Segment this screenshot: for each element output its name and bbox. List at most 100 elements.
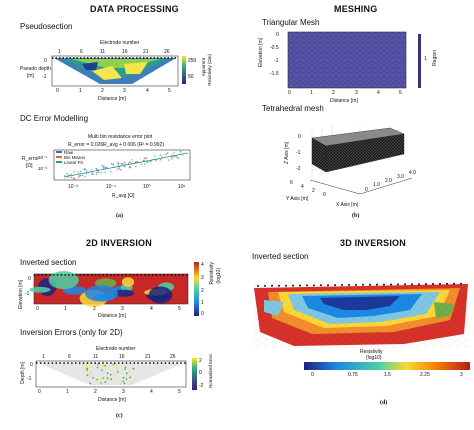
resistivity-blob [112, 289, 135, 297]
tetra-ztick: 0 [298, 134, 301, 140]
tetra-xlabel: X Axis [m] [336, 202, 359, 208]
error-scatter-point [130, 161, 132, 164]
inv3d-cbar-tick: 2.25 [420, 372, 430, 378]
error-scatter-point [159, 154, 162, 156]
error-ytick: 10⁻¹ [38, 155, 47, 160]
inv3d-cbar-label: Resistivity [360, 349, 383, 355]
error-point [122, 380, 125, 383]
error-point [89, 365, 92, 368]
errors-electrode-tick: 6 [68, 354, 71, 360]
error-scatter-point [171, 158, 173, 160]
error-scatter-point [131, 159, 133, 161]
dc-error-title: DC Error Modelling [20, 114, 89, 123]
tri-ytick: 0 [276, 32, 279, 38]
errors-xtick: 5 [178, 389, 181, 395]
errors-electrode-tick: 1 [42, 354, 45, 360]
inv2d-cbar-tick: 4 [201, 262, 204, 268]
error-scatter-point [140, 163, 143, 166]
error-point [95, 377, 97, 380]
electrode-marker [341, 284, 343, 286]
error-point [125, 378, 128, 380]
error-point [132, 367, 135, 370]
panel-a-title: DATA PROCESSING [90, 4, 179, 14]
pseudo-ytick: 0 [44, 58, 47, 64]
electrode-marker [439, 282, 441, 285]
error-scatter-point [98, 171, 100, 174]
error-point [104, 364, 106, 367]
error-scatter-point [164, 153, 166, 156]
error-scatter-point [91, 169, 93, 171]
electrode-tick: 26 [164, 49, 170, 55]
error-scatter-point [67, 174, 69, 176]
electrode-marker [327, 284, 329, 287]
inv2d-xlabel: Distance [m] [98, 313, 126, 319]
inverted-section-title-3d: Inverted section [252, 252, 309, 261]
error-scatter-point [136, 161, 138, 163]
electrode-marker [418, 283, 420, 286]
inv2d-ytick: -1 [25, 291, 30, 297]
pseudosection-plot [51, 55, 179, 87]
pseudo-xtick: 4 [146, 88, 149, 94]
tetra-ztick: -1 [296, 150, 301, 156]
error-scatter-point [171, 156, 173, 159]
resistivity-blob [121, 277, 135, 287]
legend-fit: Linear Fit [64, 160, 83, 165]
inverted-section-2d-plot [29, 271, 189, 307]
errors-cbar-tick: 2 [199, 358, 202, 364]
electrode-marker [355, 283, 357, 286]
error-xlabel: R_avg [Ω] [112, 193, 135, 199]
error-scatter-point [150, 160, 153, 162]
error-scatter-point [117, 162, 119, 164]
inv2d-xtick: 1 [64, 306, 67, 312]
electrode-tick: 21 [143, 49, 149, 55]
error-scatter-point [77, 171, 79, 173]
error-scatter-point [124, 166, 126, 168]
error-point [122, 372, 124, 375]
electrode-marker [348, 284, 350, 286]
error-point [129, 376, 131, 379]
caption-d: (d) [380, 400, 388, 406]
inversion-errors-title: Inversion Errors (only for 2D) [20, 328, 123, 337]
error-xtick: 10⁻¹ [106, 184, 116, 190]
legend-fit-swatch [56, 161, 62, 163]
pseudo-cbar-label: Apparent [201, 58, 206, 77]
inv2d-xtick: 0 [36, 306, 39, 312]
caption-a: (a) [116, 213, 123, 219]
electrode-marker [376, 283, 378, 286]
triangular-mesh-title: Triangular Mesh [262, 18, 320, 27]
electrode-marker [404, 283, 406, 286]
region-cbar-label: Region [432, 50, 438, 66]
error-point [119, 382, 122, 384]
tetra-zlabel: Z Axis [m] [284, 142, 290, 164]
inv3d-cbar-label-2: (log10) [366, 355, 382, 361]
error-scatter-point [159, 159, 162, 161]
error-point [86, 373, 89, 375]
electrode-marker [425, 283, 427, 286]
electrode-tick: 6 [80, 49, 83, 55]
error-point [132, 364, 135, 367]
error-scatter-point [123, 160, 126, 163]
error-point [97, 363, 99, 365]
errors-electrode-tick: 21 [145, 354, 151, 360]
error-scatter-point [71, 173, 73, 175]
error-scatter-point [64, 175, 66, 177]
error-scatter-point [89, 170, 91, 172]
inv2d-ytick: 0 [28, 276, 31, 282]
error-point [106, 377, 109, 379]
electrode-marker [383, 283, 385, 286]
error-point [109, 373, 112, 376]
electrode-marker [432, 283, 434, 285]
errors-electrode-label: Electrode number [96, 346, 136, 352]
errors-xtick: 0 [38, 389, 41, 395]
error-scatter-point [120, 162, 123, 165]
tetra-ztick: -2 [296, 166, 301, 172]
error-point [88, 375, 90, 378]
caption-b: (b) [352, 213, 360, 219]
error-point [131, 382, 133, 384]
tri-xtick: 5 [399, 90, 402, 96]
triangular-mesh-plot [287, 31, 407, 89]
error-scatter-point [143, 157, 146, 160]
error-point [124, 366, 127, 369]
panel-b-title: MESHING [334, 4, 378, 14]
error-xtick: 10⁻² [68, 184, 78, 190]
